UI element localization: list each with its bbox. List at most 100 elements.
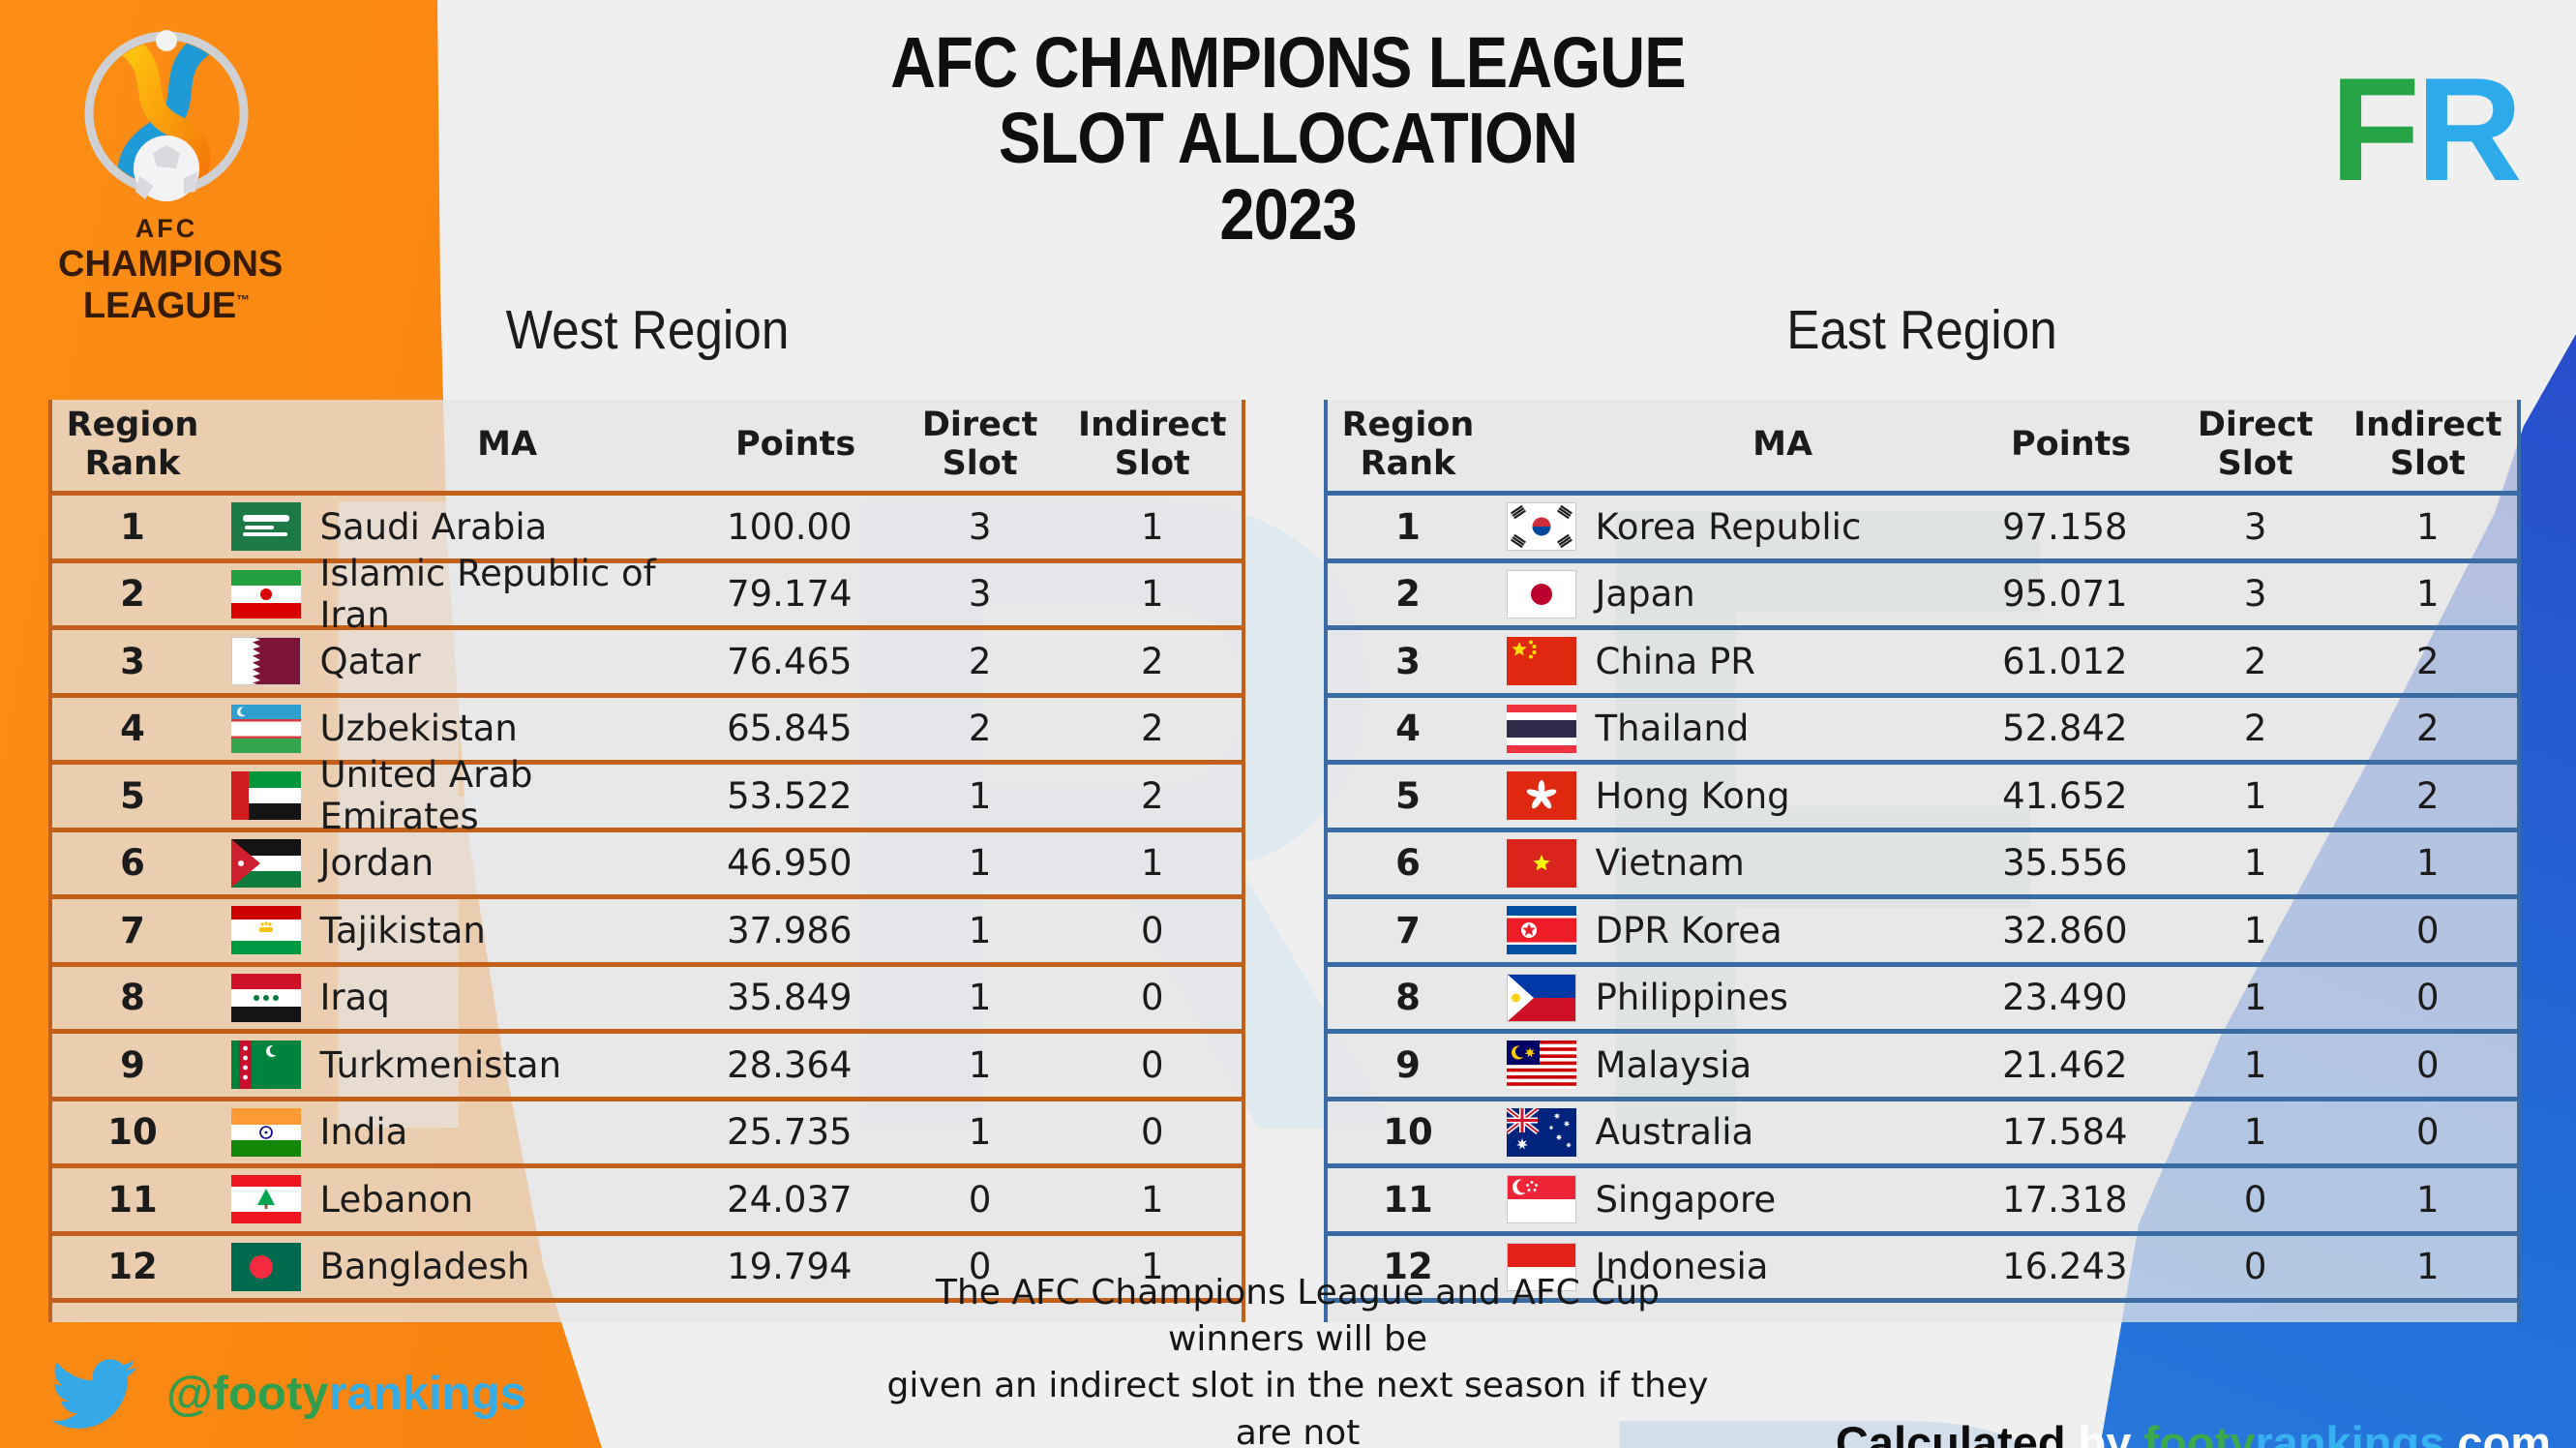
flag-cell	[213, 1107, 320, 1157]
west-table-bottom-pad	[52, 1303, 1242, 1322]
rank-value: 8	[1395, 977, 1421, 1019]
country-name: Uzbekistan	[319, 708, 518, 750]
indonesia-flag-icon	[1507, 1242, 1577, 1291]
flag-cell	[1488, 1175, 1596, 1224]
flag-cell	[1488, 1242, 1596, 1291]
indirect-slot-value: 0	[2416, 909, 2440, 951]
points-value: 46.950	[727, 842, 853, 885]
rank-value: 12	[1383, 1246, 1433, 1288]
table-row: 3 Qatar 76.465 2 2	[52, 630, 1242, 698]
country-name: United Arab Emirates	[319, 754, 533, 838]
country-name: Bangladesh	[319, 1246, 530, 1288]
country-name: Japan	[1595, 573, 1695, 616]
table-row: 11 Singapore 17.318 0 1	[1328, 1168, 2517, 1236]
column-header-points: Points	[735, 425, 856, 465]
column-header-indirect-slot: Indirect Slot	[2353, 406, 2502, 483]
afc-champions-league-logo: AFC CHAMPIONS LEAGUE™	[58, 21, 283, 327]
australia-flag-icon	[1507, 1107, 1577, 1157]
country-name: Korea Republic	[1595, 505, 1862, 548]
flag-cell	[1488, 569, 1596, 618]
rank-value: 7	[120, 909, 145, 951]
dpr-korea-flag-icon	[1507, 906, 1577, 955]
indirect-slot-value: 0	[1141, 909, 1164, 951]
points-value: 52.842	[2002, 708, 2128, 750]
flag-cell	[213, 771, 320, 821]
rank-value: 3	[120, 640, 145, 682]
flag-cell	[1488, 1107, 1596, 1157]
table-row: 12 Indonesia 16.243 0 1	[1328, 1235, 2517, 1303]
direct-slot-value: 3	[2243, 573, 2267, 616]
country-name: Saudi Arabia	[319, 505, 548, 548]
country-name: Hong Kong	[1595, 774, 1790, 817]
table-row: 8 Philippines 23.490 1 0	[1328, 966, 2517, 1034]
table-row: 7 DPR Korea 32.860 1 0	[1328, 899, 2517, 967]
rank-value: 5	[120, 774, 145, 817]
points-value: 95.071	[2002, 573, 2128, 616]
points-value: 21.462	[2002, 1043, 2128, 1086]
indirect-slot-value: 1	[2416, 1178, 2440, 1221]
rank-value: 8	[120, 977, 145, 1019]
footer-note-line-1: The AFC Champions League and AFC Cup win…	[935, 1273, 1661, 1360]
rank-value: 2	[120, 573, 145, 616]
country-name: Vietnam	[1595, 842, 1745, 885]
direct-slot-value: 1	[2243, 909, 2267, 951]
country-name: Malaysia	[1595, 1043, 1752, 1086]
turkmenistan-flag-icon	[231, 1041, 302, 1090]
indirect-slot-value: 2	[1141, 708, 1164, 750]
east-table-body: 1 Korea Republic 97.158 3 1 2 Japan 95.071 3 1 3 Ch…	[1328, 496, 2517, 1303]
indirect-slot-value: 1	[1141, 842, 1164, 885]
points-value: 37.986	[727, 909, 853, 951]
table-row: 3 China PR 61.012 2 2	[1328, 630, 2517, 698]
direct-slot-value: 0	[2243, 1178, 2267, 1221]
flag-cell	[1488, 704, 1596, 753]
rank-value: 10	[1383, 1111, 1433, 1154]
flag-cell	[213, 704, 320, 753]
direct-slot-value: 3	[968, 505, 992, 548]
footyrankings-fr-logo: FR	[2330, 47, 2523, 212]
direct-slot-value: 2	[2243, 708, 2267, 750]
west-region-heading: West Region	[505, 299, 790, 361]
afc-logo-emblem-icon	[84, 30, 249, 201]
country-name: Indonesia	[1595, 1246, 1769, 1288]
country-name: Islamic Republic of Iran	[319, 552, 656, 636]
points-value: 32.860	[2002, 909, 2128, 951]
indirect-slot-value: 1	[2416, 505, 2440, 548]
singapore-flag-icon	[1507, 1175, 1577, 1224]
east-region-heading: East Region	[1786, 299, 2057, 361]
indirect-slot-value: 2	[1141, 640, 1164, 682]
table-row: 1 Korea Republic 97.158 3 1	[1328, 496, 2517, 563]
east-region-table: Region Rank MA Points Direct Slot Indire…	[1324, 400, 2521, 1322]
table-row: 6 Jordan 46.950 1 1	[52, 831, 1242, 899]
country-name: Turkmenistan	[319, 1043, 562, 1086]
indirect-slot-value: 0	[2416, 977, 2440, 1019]
direct-slot-value: 3	[2243, 505, 2267, 548]
china-flag-icon	[1507, 637, 1577, 686]
direct-slot-value: 1	[2243, 1111, 2267, 1154]
direct-slot-value: 0	[2243, 1246, 2267, 1288]
indirect-slot-value: 2	[1141, 774, 1164, 817]
indirect-slot-value: 0	[2416, 1111, 2440, 1154]
indirect-slot-value: 2	[2416, 640, 2440, 682]
indirect-slot-value: 0	[1141, 977, 1164, 1019]
direct-slot-value: 1	[968, 774, 992, 817]
flag-cell	[1488, 973, 1596, 1022]
direct-slot-value: 1	[968, 909, 992, 951]
flag-cell	[213, 569, 320, 618]
uae-flag-icon	[231, 771, 302, 821]
direct-slot-value: 3	[968, 573, 992, 616]
flag-cell	[1488, 838, 1596, 888]
direct-slot-value: 0	[968, 1246, 992, 1288]
table-row: 5 Hong Kong 41.652 1 2	[1328, 765, 2517, 832]
lebanon-flag-icon	[231, 1175, 302, 1224]
direct-slot-value: 1	[968, 1111, 992, 1154]
footer-note-line-2: given an indirect slot in the next seaso…	[886, 1366, 1709, 1448]
table-row: 11 Lebanon 24.037 0 1	[52, 1168, 1242, 1236]
west-table-header-row: Region Rank MA Points Direct Slot Indire…	[52, 400, 1242, 496]
table-row: 1 Saudi Arabia 100.00 3 1	[52, 496, 1242, 563]
title-line-3: 2023	[1219, 173, 1357, 255]
direct-slot-value: 1	[2243, 774, 2267, 817]
rank-value: 5	[1395, 774, 1421, 817]
country-name: DPR Korea	[1595, 909, 1782, 951]
column-header-ma: MA	[1752, 425, 1813, 465]
